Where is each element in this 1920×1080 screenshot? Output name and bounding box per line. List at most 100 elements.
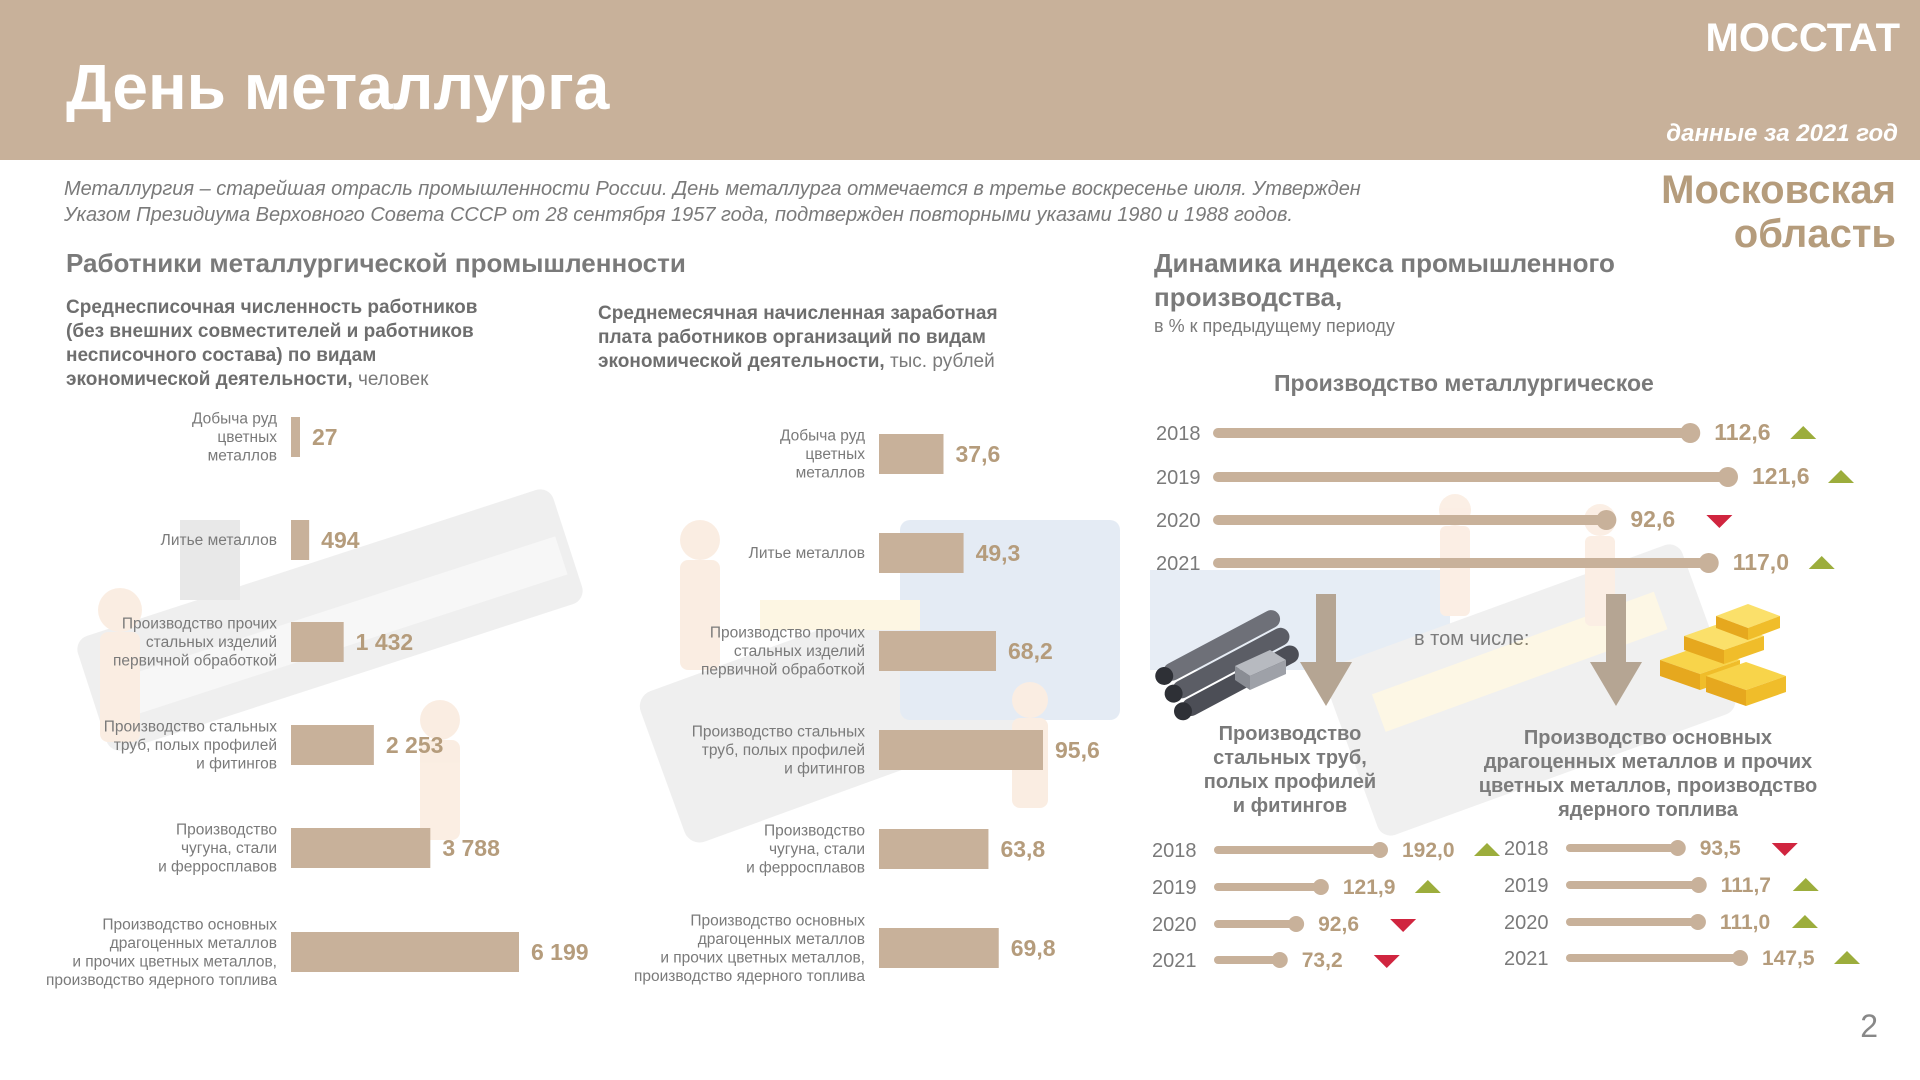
metals-title-line-4: ядерного топлива (1558, 799, 1738, 821)
salary-category-label: Производство основных драгоценных металло… (634, 912, 865, 985)
trend-up-icon (1791, 915, 1818, 928)
pipes-title-line-4: и фитингов (1232, 795, 1348, 817)
intro-text: Металлургия – старейшая отрасль промышле… (64, 176, 1464, 228)
employees-chart-title: Среднесписочная численность работников (… (66, 296, 506, 392)
salary-category-label: Производство чугуна, стали и ферросплавов (746, 823, 865, 877)
metallurgy-year-label: 2019 (1156, 467, 1201, 489)
employees-bar (291, 828, 431, 868)
page-title: День металлурга (66, 51, 610, 123)
employees-bar (291, 622, 344, 662)
salary-value-label: 95,6 (1055, 737, 1100, 763)
employees-category-label: Производство стальных труб, полых профиле… (104, 719, 277, 773)
year-note: данные за 2021 год (1666, 120, 1898, 147)
workers-section-title: Работники металлургической промышленност… (66, 248, 686, 278)
pipes-year-label: 2018 (1152, 840, 1197, 862)
employees-bar (291, 520, 310, 560)
region-name: Московская область (1661, 168, 1896, 256)
metals-year-label: 2020 (1504, 912, 1549, 934)
gold-bars-icon (1660, 604, 1786, 706)
employees-title-unit: человек (357, 369, 429, 390)
metallurgy-bar-end (1680, 423, 1701, 443)
arrow-down-icon (1590, 594, 1642, 706)
salary-bar (879, 730, 1043, 770)
employees-bar (291, 932, 519, 972)
metals-bar-end (1732, 950, 1748, 966)
employees-value-label: 3 788 (442, 835, 500, 861)
metallurgy-value-label: 121,6 (1752, 463, 1810, 489)
pipes-year-label: 2019 (1152, 877, 1197, 899)
employees-category-label: Производство прочих стальных изделий перви… (113, 616, 277, 670)
metallurgy-index-chart: 2018 112,6 2019 121,6 2020 92,6 2021 117,0 (1156, 419, 1854, 575)
employees-bar (291, 725, 374, 765)
index-subtitle: в % к предыдущему периоду (1154, 316, 1395, 336)
employees-value-label: 6 199 (531, 939, 589, 965)
intro-line-2: Указом Президиума Верховного Совета СССР… (64, 204, 1293, 226)
region-line-2: область (1733, 212, 1896, 256)
steel-pipes-icon (1155, 610, 1299, 721)
metals-title-line-1: Производство основных (1524, 727, 1773, 749)
trend-up-icon (1828, 470, 1854, 483)
intro-line-1: Металлургия – старейшая отрасль промышле… (64, 178, 1361, 200)
pipes-index-chart: 2018 192,0 2019 121,9 2020 92,6 2021 73,2 (1152, 839, 1500, 972)
trend-down-icon (1706, 515, 1733, 528)
metals-value-label: 111,7 (1721, 874, 1771, 897)
pipes-year-label: 2020 (1152, 914, 1197, 936)
salary-category-label: Производство стальных труб, полых профиле… (692, 724, 865, 778)
trend-up-icon (1834, 951, 1860, 964)
salary-value-label: 37,6 (956, 441, 1001, 467)
arrow-down-icon (1300, 594, 1352, 706)
pipes-bar-end (1288, 916, 1305, 932)
pipes-bar-end (1312, 879, 1329, 895)
trend-down-icon (1373, 955, 1400, 968)
pipes-title-line-1: Производство (1218, 723, 1362, 745)
pipes-year-label: 2021 (1152, 950, 1197, 972)
trend-up-icon (1808, 556, 1835, 569)
salary-bar (879, 533, 964, 573)
metals-value-label: 111,0 (1720, 911, 1770, 934)
trend-down-icon (1390, 919, 1417, 932)
metallurgy-chart-title: Производство металлургическое (1274, 370, 1654, 396)
salary-category-label: Литье металлов (749, 545, 865, 562)
employees-title-bold: Среднесписочная численность работников (… (66, 297, 478, 390)
pipes-value-label: 121,9 (1343, 876, 1396, 899)
salary-value-label: 68,2 (1008, 638, 1053, 664)
metallurgy-year-label: 2018 (1156, 423, 1201, 445)
page-number: 2 (1860, 1008, 1878, 1044)
salary-category-label: Добыча руд цветных металлов (780, 428, 865, 482)
header-banner: День металлурга МОССТАТ данные за 2021 г… (0, 0, 1920, 160)
index-title-line-1: Динамика индекса промышленного (1154, 248, 1615, 278)
employees-value-label: 494 (321, 527, 360, 553)
including-label: в том числе: (1414, 628, 1530, 651)
salary-bar (879, 829, 989, 869)
pipes-value-label: 92,6 (1318, 913, 1359, 936)
metals-bar-end (1669, 840, 1686, 856)
employees-category-label: Литье металлов (161, 532, 277, 549)
trend-up-icon (1474, 843, 1500, 856)
salary-bar-chart: 37,6 Добыча руд цветных металлов 49,3 Литье м… (634, 428, 1100, 985)
employees-category-label: Добыча руд цветных металлов (192, 411, 277, 465)
salary-title-bold: Среднемесячная начисленная заработная пл… (598, 303, 998, 372)
employees-value-label: 2 253 (386, 732, 444, 758)
metals-bar-end (1690, 877, 1707, 893)
pipes-chart-title: Производство стальных труб, полых профил… (1170, 722, 1410, 818)
metals-index-chart: 2018 93,5 2019 111,7 2020 111,0 2021 147,5 (1504, 837, 1860, 970)
pipes-bar-end (1372, 842, 1388, 858)
index-title-line-2: производства, (1154, 282, 1343, 312)
metals-title-line-3: цветных металлов, производство (1478, 775, 1818, 797)
metallurgy-year-label: 2021 (1156, 553, 1201, 575)
metallurgy-year-label: 2020 (1156, 510, 1201, 532)
employees-value-label: 1 432 (356, 629, 414, 655)
metals-bar-end (1689, 914, 1706, 930)
metallurgy-value-label: 117,0 (1733, 549, 1789, 575)
region-line-1: Московская (1661, 168, 1896, 212)
metallurgy-bar-end (1718, 467, 1738, 487)
employees-value-label: 27 (312, 424, 338, 450)
employees-category-label: Производство чугуна, стали и ферросплавов (158, 822, 277, 876)
metallurgy-value-label: 112,6 (1714, 419, 1770, 445)
factory-illustration-middle (639, 520, 1120, 843)
salary-value-label: 69,8 (1011, 935, 1056, 961)
brand-logo-text: МОССТАТ (1705, 16, 1900, 60)
salary-category-label: Производство прочих стальных изделий перви… (701, 625, 865, 679)
salary-bar (879, 434, 944, 474)
employees-category-label: Производство основных драгоценных металло… (46, 916, 277, 989)
